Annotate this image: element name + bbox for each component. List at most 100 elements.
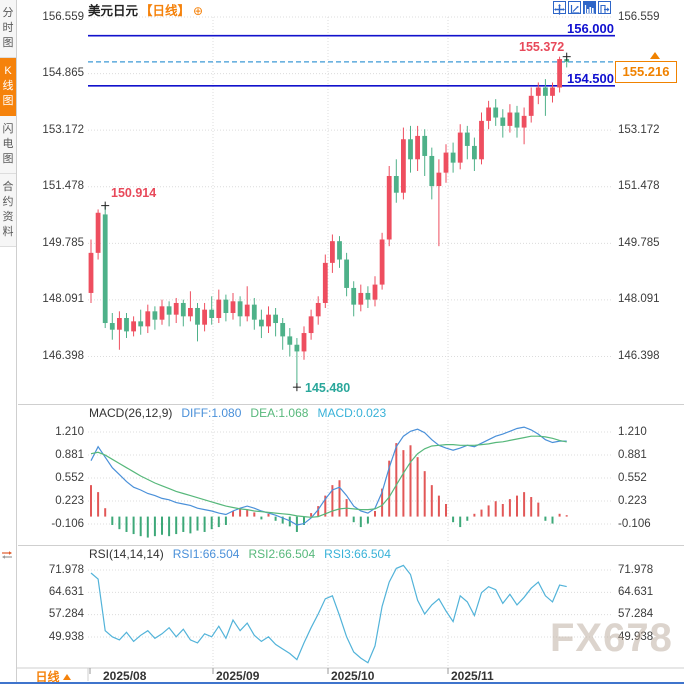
y-axis-label: 149.785 [42,236,84,249]
support-line-label: 154.500 [567,71,614,86]
y-axis-label: 154.865 [42,67,84,80]
y-axis-label: 71.978 [618,563,654,576]
candle-body [223,299,229,313]
candle-body [543,87,548,96]
candle-body [95,212,101,253]
sidebar-tab-1[interactable]: 分 时 图 [0,0,16,58]
add-indicator-icon[interactable]: ⊕ [193,4,204,18]
candle-body [372,284,378,300]
sidebar-tab-4[interactable]: 合 约 资 料 [0,174,16,247]
candle-body [230,301,236,313]
recent-high-marker-label: 155.372 [519,40,565,54]
candle-body [535,87,541,96]
period-selector-button[interactable]: 日线 [18,668,88,684]
current-price-badge: 155.216 [615,61,677,83]
candle-body [209,309,215,319]
candle-body [386,176,392,240]
candle-body [124,318,129,332]
y-axis-label: -0.106 [618,517,651,530]
y-axis-label: 0.552 [618,471,647,484]
candle-body [479,120,484,160]
axis-scale-icon[interactable] [568,1,581,14]
title-bar: 美元日元 【日线】 ⊕ [88,0,204,18]
y-axis-label: 49.938 [618,630,654,643]
candle-body [422,135,428,156]
candle-body [166,306,172,315]
y-axis-label: 0.881 [55,448,84,461]
candle-body [358,292,364,305]
candle-body [408,139,413,160]
panel-collapse-icon[interactable] [1,548,13,560]
sidebar-tab-2[interactable]: K 线 图 [0,58,16,116]
y-axis-label: 146.398 [42,350,84,362]
sidebar-tab-3[interactable]: 闪 电 图 [0,116,16,174]
y-axis-label: -0.106 [51,517,84,530]
candle-body [173,302,179,315]
y-axis-label: 57.284 [618,608,654,621]
y-axis-label: 0.223 [55,494,84,507]
rsi3-value: RSI3:66.504 [324,547,391,561]
candle-body [117,318,122,330]
y-axis-label: 1.210 [55,425,84,438]
candle-body [401,139,406,193]
candle-body [379,239,385,285]
candle-body [301,333,307,352]
candle-body [557,59,562,88]
candle-body [514,112,520,128]
macd-dea-line [90,435,567,518]
y-axis-label: 153.172 [42,123,84,136]
candle-body [464,132,470,146]
candle-body [493,107,499,118]
y-axis-label: 0.552 [55,471,84,484]
candle-body [344,259,349,288]
y-axis-label: 146.398 [618,350,660,362]
macd-dea-value: DEA:1.068 [250,406,309,420]
candle-body [188,307,193,317]
candle-body [109,323,115,330]
candle-body [180,302,186,317]
candle-body [251,304,257,320]
y-axis-label: 64.631 [48,585,84,598]
candle-body [315,302,321,317]
exit-icon[interactable] [598,1,611,15]
macd-diff-line [90,426,567,526]
rsi-header: RSI(14,14,14) RSI1:66.504 RSI2:66.504 RSI3:… [89,547,400,561]
candle-body [202,309,207,325]
price-up-arrow-icon [650,52,660,59]
y-axis-label: 0.223 [618,494,647,507]
rsi2-value: RSI2:66.504 [248,547,316,561]
y-axis-label: 153.172 [618,123,660,136]
candle-body [102,214,108,324]
candle-body [528,95,534,116]
candle-body [216,299,222,319]
rsi-params: RSI(14,14,14) [89,547,164,561]
y-axis-label: 156.559 [618,10,660,23]
y-axis-label: 148.091 [42,293,84,306]
y-axis-label: 64.631 [618,585,654,598]
candle-body [443,152,449,173]
instrument-title: 美元日元 [88,4,139,18]
period-dropdown-arrow [62,674,71,680]
watermark: FX678 [550,616,673,660]
x-axis-label: 2025/09 [216,669,260,683]
candle-body [365,292,371,300]
y-axis-label: 156.559 [42,10,84,23]
y-axis-label: 149.785 [618,236,660,249]
x-axis-label: 2025/08 [103,669,147,683]
low-marker-label: 145.480 [305,381,351,395]
y-axis-label: 71.978 [48,563,84,576]
candle-body [486,107,491,121]
candle-body [294,344,300,352]
y-axis-label: 148.091 [618,293,660,306]
candle-body [436,172,442,187]
crosshair-icon[interactable] [553,1,566,15]
indicator-chart-icon[interactable] [583,1,596,15]
y-axis-label: 0.881 [618,448,647,461]
candle-body [457,132,463,163]
macd-diff-value: DIFF:1.080 [181,406,242,420]
y-axis-label: 1.210 [618,425,647,438]
x-axis-label: 2025/11 [451,669,494,683]
